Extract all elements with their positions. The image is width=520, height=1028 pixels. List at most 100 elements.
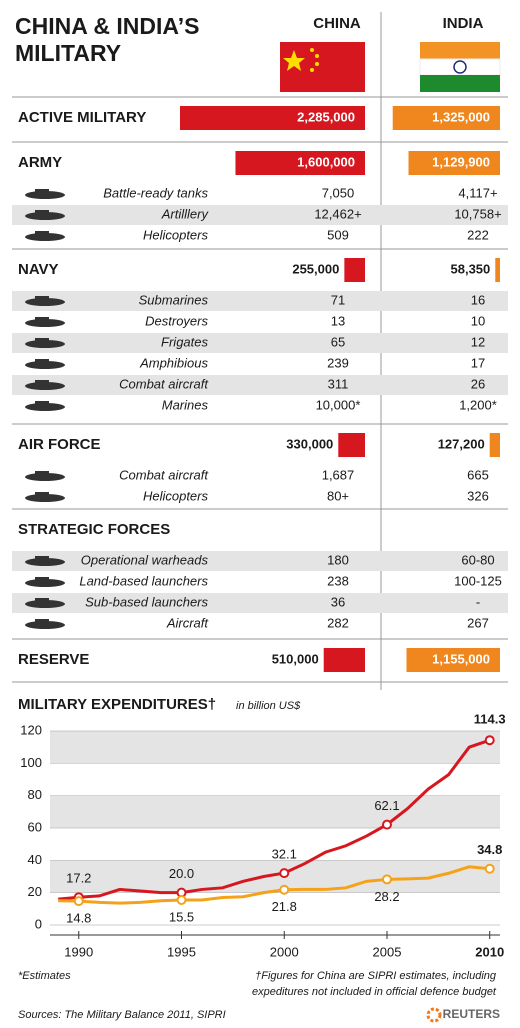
data-label: 17.2 [66,871,91,886]
data-point [381,819,392,830]
x-tick-label: 2010 [475,944,504,959]
column-header: INDIA [443,15,484,32]
row-label: Marines [162,397,209,412]
title-line: MILITARY [15,40,121,66]
x-tick-label: 1995 [167,944,196,959]
row-icon [35,338,49,343]
row-value: 60-80 [461,552,494,567]
row-value: 17 [471,355,485,370]
strength-bar [408,151,500,175]
row-icon [35,189,49,194]
row-value: 509 [327,227,349,242]
series-line [58,738,491,901]
section-title: RESERVE [18,651,89,668]
y-tick-label: 120 [20,722,42,737]
row-value: 180 [327,552,349,567]
row-value: 10,758+ [454,206,501,221]
section-title: ACTIVE MILITARY [18,109,146,126]
footnote: expeditures not included in official def… [252,986,497,998]
row-icon [35,401,49,406]
footnote: †Figures for China are SIPRI estimates, … [255,970,497,982]
strength-label: 1,155,000 [432,651,490,666]
data-label: 62.1 [374,798,399,813]
strength-label: 1,600,000 [297,154,355,169]
row-value: 267 [467,615,489,630]
section-title: NAVY [18,261,59,278]
data-label: 34.8 [477,842,502,857]
y-tick-label: 20 [28,884,42,899]
y-tick-label: 40 [28,852,42,867]
india-flag [419,42,501,92]
strength-label: 255,000 [292,261,339,276]
data-point [279,868,290,879]
data-point [484,735,495,746]
row-value: 36 [331,594,345,609]
footnote: *Estimates [18,970,71,982]
row-value: 239 [327,355,349,370]
row-icon [35,471,49,476]
row-value: 10 [471,313,485,328]
data-label: 28.2 [374,889,399,904]
row-value: 238 [327,573,349,588]
row-value: 26 [471,376,485,391]
strength-bar [489,433,500,457]
china-flag [280,42,365,92]
strength-label: 1,325,000 [432,109,490,124]
strength-bar [392,106,500,130]
data-label: 114.3 [474,712,506,727]
x-tick-label: 2000 [270,944,299,959]
section-title: ARMY [18,154,62,171]
row-value: 222 [467,227,489,242]
row-band [12,291,508,311]
data-label: 20.0 [169,866,194,881]
row-icon [35,359,49,364]
chart-title: MILITARY EXPENDITURES† [18,696,216,713]
data-point [73,896,84,907]
row-value: 7,050 [322,185,355,200]
row-band [12,205,508,225]
row-label: Battle-ready tanks [103,185,208,200]
row-band [12,551,508,571]
x-tick-label: 2005 [373,944,402,959]
y-tick-label: 80 [28,787,42,802]
row-icon [35,619,49,624]
data-point [484,863,495,874]
section-title: STRATEGIC FORCES [18,521,170,538]
row-label: Operational warheads [81,552,209,567]
row-band [12,593,508,613]
row-value: 665 [467,467,489,482]
y-tick-label: 0 [35,916,42,931]
strength-bar [180,106,365,130]
strength-bar [338,433,365,457]
strength-label: 127,200 [438,436,485,451]
data-label: 14.8 [66,911,91,926]
row-label: Destroyers [145,313,208,328]
row-value: 12 [471,334,485,349]
row-label: Artilllery [161,206,210,221]
row-icon [35,598,49,603]
strength-label: 510,000 [272,651,319,666]
row-label: Amphibious [139,355,208,370]
row-label: Sub-based launchers [85,594,208,609]
strength-label: 58,350 [451,261,491,276]
table: ACTIVE MILITARY 2,285,000 1,325,000 ARMY 1,6… [12,96,508,683]
row-label: Helicopters [143,488,209,503]
row-value: 326 [467,488,489,503]
reuters-logo [426,1007,442,1023]
row-label: Frigates [161,334,208,349]
row-icon [35,210,49,215]
grid-band [50,795,500,828]
row-icon [35,577,49,582]
row-label: Land-based launchers [79,573,208,588]
credit: REUTERS [443,1007,500,1021]
grid-band [50,731,500,764]
strength-bar [344,258,365,282]
data-label: 15.5 [169,909,194,924]
y-tick-label: 100 [20,755,42,770]
row-value: 311 [328,376,349,391]
row-value: 80+ [327,488,349,503]
row-label: Submarines [139,292,209,307]
row-value: 13 [331,313,345,328]
chart-subtitle: in billion US$ [236,700,301,712]
